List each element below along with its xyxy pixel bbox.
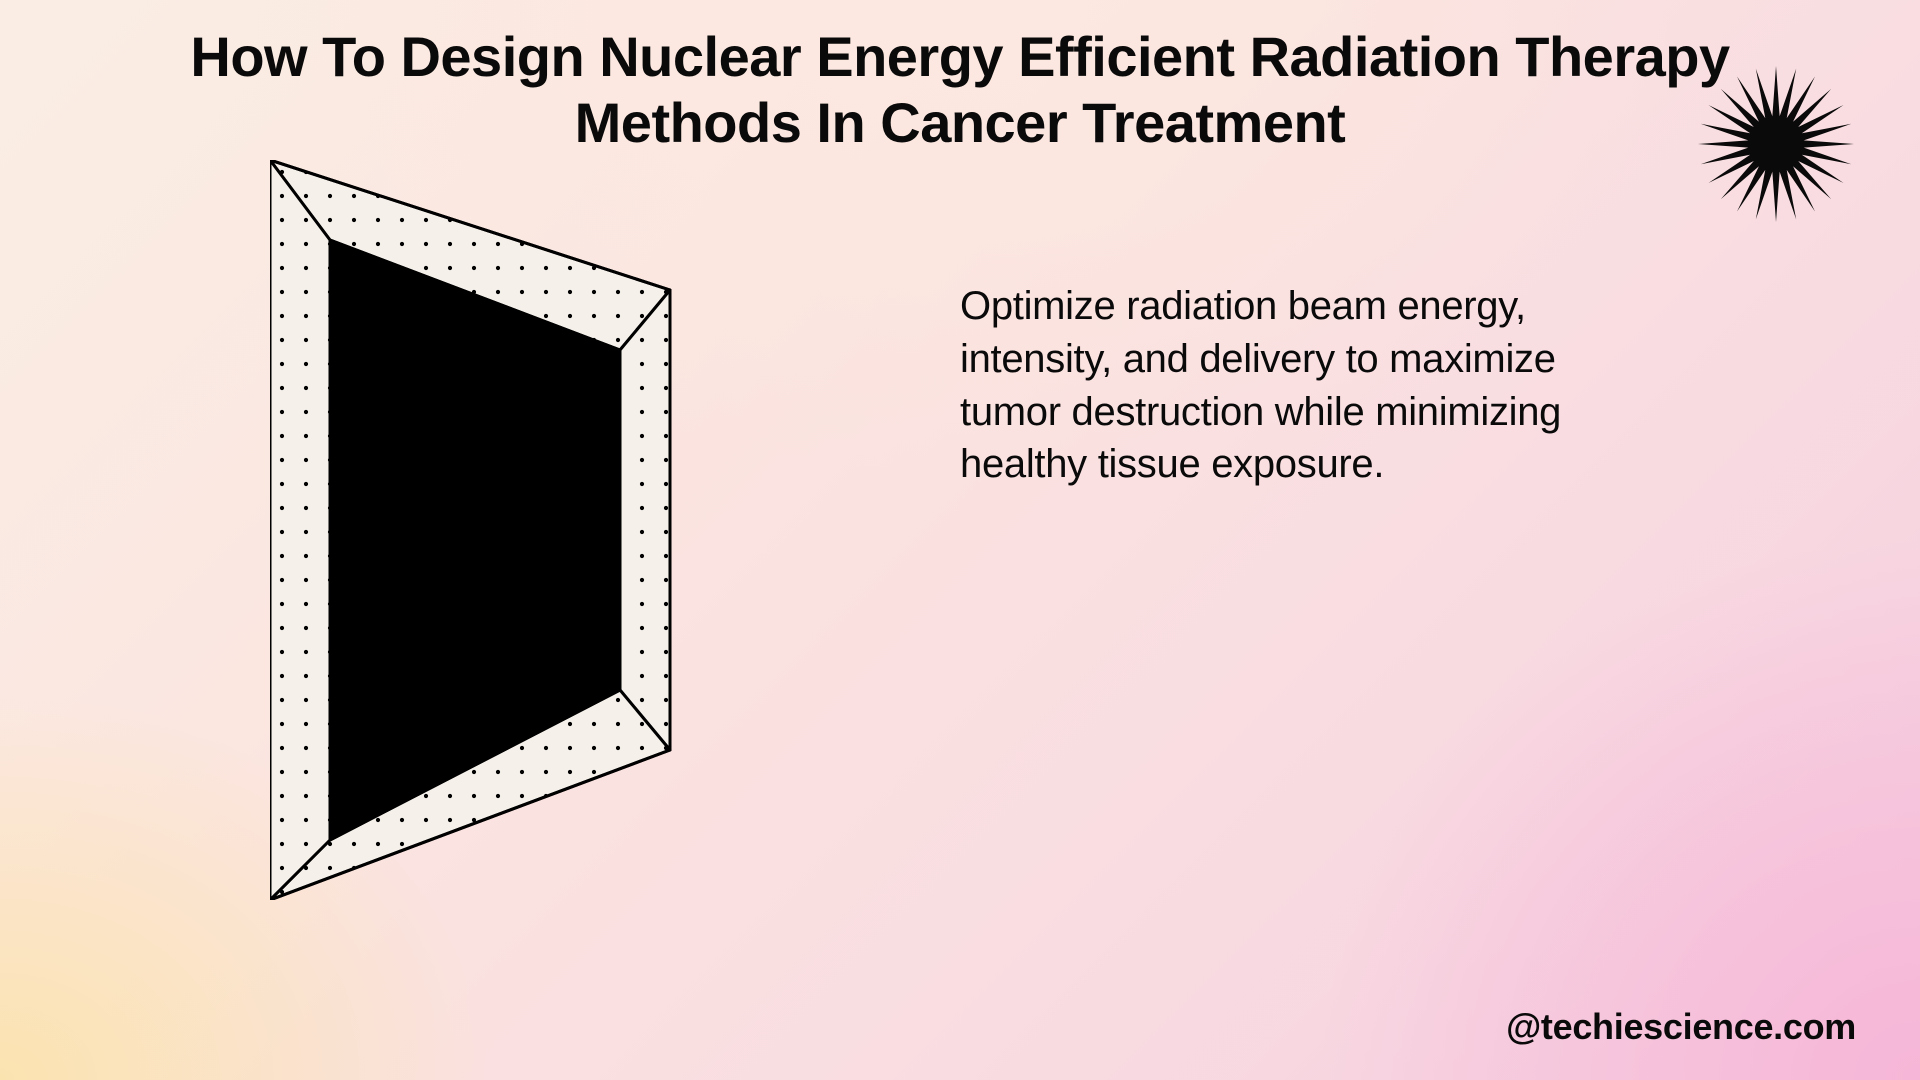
page-title: How To Design Nuclear Energy Efficient R… bbox=[100, 24, 1820, 156]
starburst-icon bbox=[1696, 64, 1856, 229]
watermark: @techiescience.com bbox=[1506, 1006, 1856, 1048]
prism-illustration bbox=[270, 160, 690, 905]
body-text: Optimize radiation beam energy, intensit… bbox=[960, 280, 1650, 491]
